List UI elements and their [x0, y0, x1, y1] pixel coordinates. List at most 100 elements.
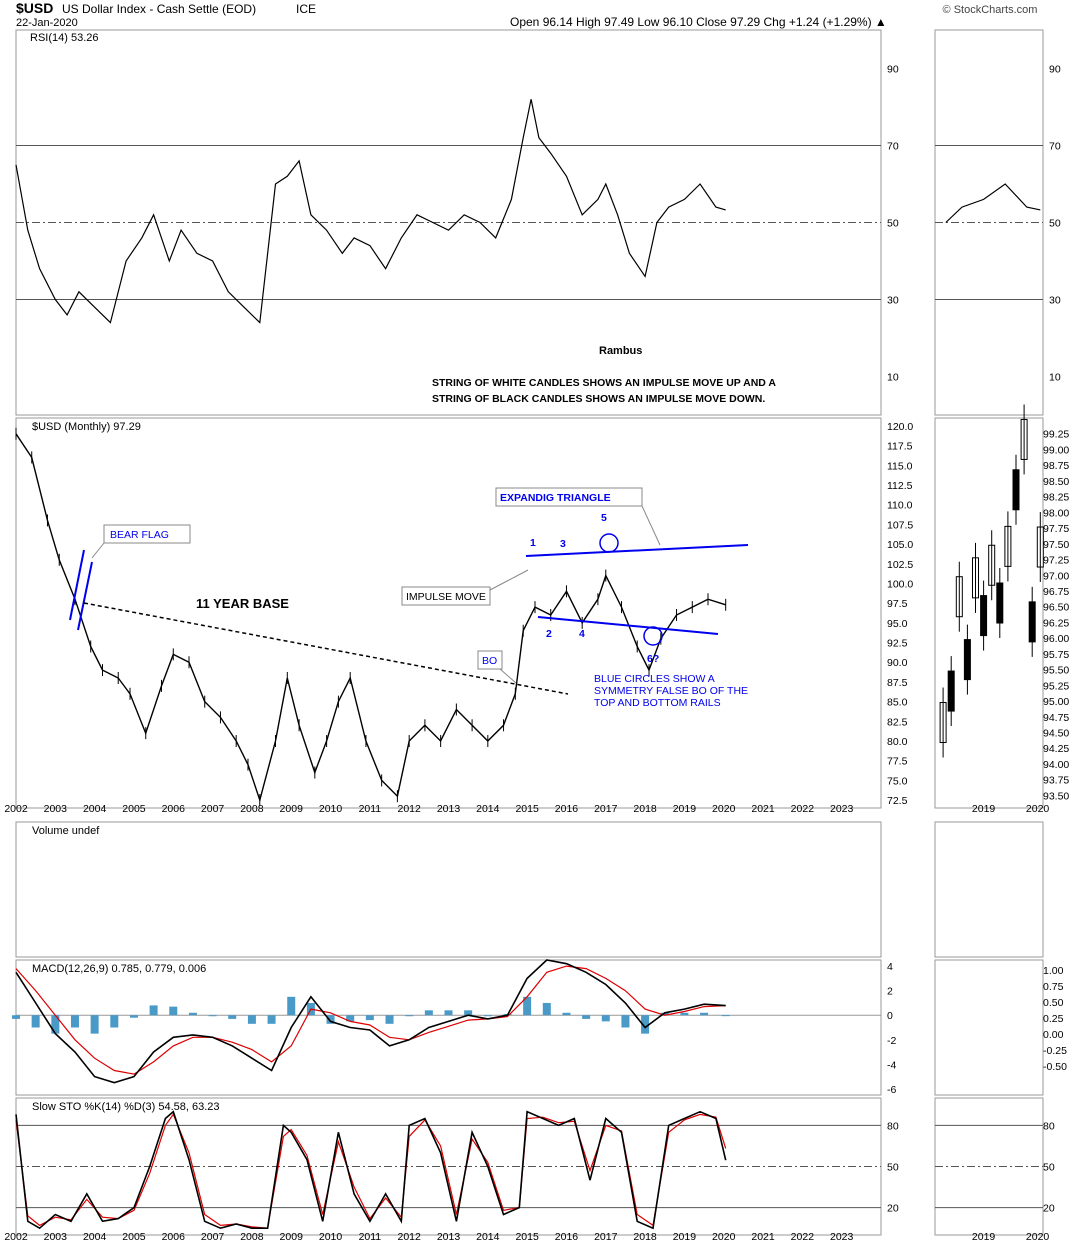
macd-layer: [12, 959, 881, 1084]
year-tick-label: 2020: [712, 1231, 736, 1243]
inset-year-tick-label: 2019: [972, 803, 996, 815]
inset-price-tick-label: 96.50: [1043, 602, 1069, 614]
inset-macd-tick-label: 0.50: [1043, 997, 1064, 1009]
inset-price-tick-label: 94.50: [1043, 728, 1069, 740]
panel-frames: [15, 29, 1044, 1236]
macd-histogram-bar: [483, 1015, 492, 1017]
year-tick-label: 2006: [162, 803, 186, 815]
year-tick-label: 2022: [791, 1231, 815, 1243]
macd-histogram-bar: [169, 1006, 178, 1016]
macd-tick-label: -4: [887, 1059, 896, 1071]
bo-pointer: [499, 668, 517, 684]
symmetry-line-3: TOP AND BOTTOM RAILS: [594, 697, 721, 709]
price-tick-label: 72.5: [887, 795, 908, 807]
macd-histogram-bar: [601, 1015, 610, 1022]
inset-stochastic-tick-label: 80: [1043, 1120, 1055, 1132]
year-tick-label: 2017: [594, 803, 618, 815]
inset-price-tick-label: 95.25: [1043, 680, 1069, 692]
symbol: $USD: [16, 0, 53, 16]
price-panel: [15, 417, 882, 809]
macd-histogram-bar: [405, 1015, 414, 1017]
inset-price-tick-label: 99.25: [1043, 429, 1069, 441]
price-tick-label: 102.5: [887, 559, 913, 571]
year-tick-label: 2002: [4, 1231, 28, 1243]
macd-histogram-bar: [90, 1015, 99, 1034]
inset-price-tick-label: 98.75: [1043, 460, 1069, 472]
macd-histogram-bar: [641, 1015, 650, 1034]
inset-price-tick-label: 93.50: [1043, 790, 1069, 802]
point-4: 4: [579, 628, 585, 640]
inset-price-tick-label: 99.00: [1043, 444, 1069, 456]
bear-flag-rail-a: [69, 549, 85, 621]
chart-date: 22-Jan-2020: [16, 17, 78, 29]
stochastic-tick-label: 80: [887, 1120, 899, 1132]
inset-rsi-tick-label: 70: [1049, 141, 1061, 153]
watermark: © StockCharts.com: [943, 4, 1038, 16]
inset-price-tick-label: 97.00: [1043, 570, 1069, 582]
price-tick-label: 115.0: [887, 460, 913, 472]
inset-price-tick-label: 94.25: [1043, 743, 1069, 755]
macd-histogram-bar: [346, 1015, 355, 1022]
triangle-pointer: [641, 505, 661, 546]
inset-macd-tick-label: -0.50: [1043, 1061, 1067, 1073]
instrument-name: US Dollar Index - Cash Settle (EOD): [62, 2, 256, 16]
point-3: 3: [560, 538, 566, 550]
symmetry-line-1: BLUE CIRCLES SHOW A: [594, 673, 715, 685]
year-tick-label: 2023: [830, 803, 854, 815]
inset-stochastic-tick-label: 20: [1043, 1203, 1055, 1215]
price-title: $USD (Monthly) 97.29: [32, 421, 141, 433]
inset-macd-tick-label: 0.75: [1043, 981, 1064, 993]
macd-line: [15, 959, 726, 1084]
price-tick-label: 120.0: [887, 421, 913, 433]
year-tick-label: 2003: [44, 1231, 68, 1243]
inset-rsi-line: [945, 183, 1041, 223]
year-tick-label: 2005: [122, 803, 146, 815]
inset-price-tick-label: 95.50: [1043, 665, 1069, 677]
macd-title: MACD(12,26,9) 0.785, 0.779, 0.006: [32, 963, 206, 975]
stochastic-title: Slow STO %K(14) %D(3) 54.58, 63.23: [32, 1101, 220, 1113]
inset-price-tick-label: 97.50: [1043, 539, 1069, 551]
year-tick-label: 2010: [319, 803, 343, 815]
macd-tick-label: 2: [887, 986, 893, 998]
macd-histogram-bar: [542, 1002, 551, 1016]
base-trendline: [83, 602, 569, 695]
year-tick-label: 2013: [437, 803, 461, 815]
rsi-layer: [15, 99, 1043, 324]
macd-histogram-bar: [365, 1015, 374, 1021]
inset-rsi-tick-label: 50: [1049, 218, 1061, 230]
year-tick-label: 2007: [201, 803, 225, 815]
bottom-symmetry-circle: [643, 626, 663, 646]
impulse-label: IMPULSE MOVE: [406, 591, 486, 603]
year-tick-label: 2015: [515, 803, 539, 815]
year-tick-label: 2004: [83, 1231, 107, 1243]
year-tick-label: 2018: [633, 1231, 657, 1243]
inset-price-tick-label: 98.00: [1043, 507, 1069, 519]
price-tick-label: 97.5: [887, 598, 908, 610]
price-tick-label: 112.5: [887, 480, 913, 492]
year-tick-label: 2019: [673, 1231, 697, 1243]
macd-histogram-bar: [247, 1015, 256, 1024]
year-tick-label: 2022: [791, 803, 815, 815]
triangle-points: 1 2 3 4 5 6?: [530, 512, 659, 665]
inset-macd-tick-label: 0.00: [1043, 1029, 1064, 1041]
year-tick-label: 2019: [673, 803, 697, 815]
price-tick-label: 110.0: [887, 500, 913, 512]
stochastic-k-line: [15, 1110, 727, 1230]
triangle-box: [495, 487, 643, 507]
inset-price-tick-label: 94.00: [1043, 759, 1069, 771]
inset-price-tick-label: 95.75: [1043, 649, 1069, 661]
inset-layer: [939, 404, 1044, 758]
base-label: 11 YEAR BASE: [196, 596, 289, 611]
note-line-1: STRING OF WHITE CANDLES SHOWS AN IMPULSE…: [432, 377, 776, 389]
year-tick-label: 2010: [319, 1231, 343, 1243]
macd-panel: [15, 959, 882, 1096]
macd-histogram-bar: [188, 1012, 197, 1016]
year-tick-label: 2003: [44, 803, 68, 815]
point-2: 2: [546, 628, 552, 640]
macd-tick-label: -2: [887, 1035, 896, 1047]
year-tick-label: 2014: [476, 1231, 500, 1243]
inset-price-tick-label: 96.00: [1043, 633, 1069, 645]
year-tick-label: 2005: [122, 1231, 146, 1243]
rsi-tick-label: 50: [887, 218, 899, 230]
